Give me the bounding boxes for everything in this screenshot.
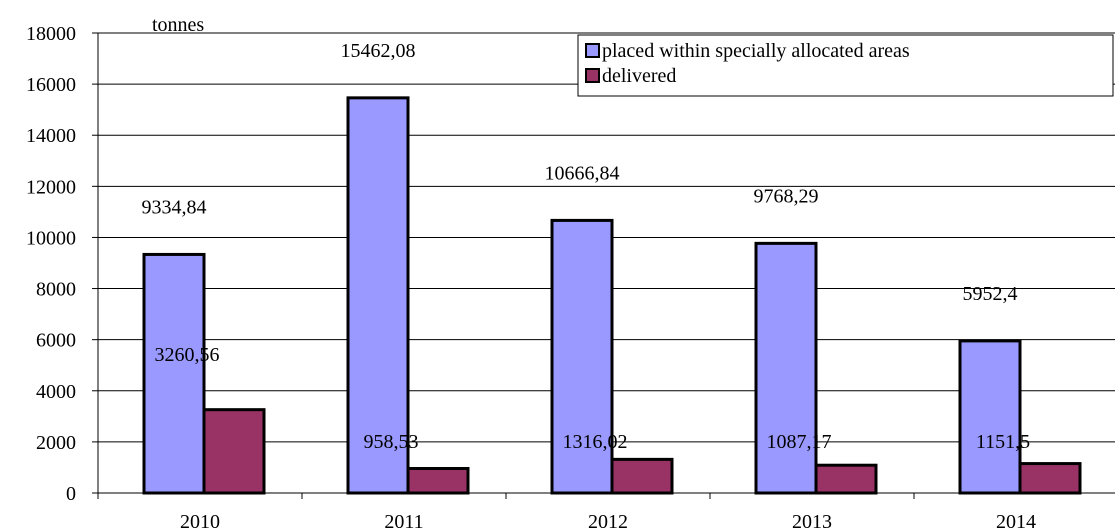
- legend-label: placed within specially allocated areas: [602, 40, 910, 62]
- legend-swatch: [585, 68, 600, 83]
- bar-placed: [346, 96, 410, 495]
- x-tick-label: 2011: [384, 511, 423, 532]
- data-label: 1087,17: [767, 431, 832, 453]
- data-labels: 9334,84 3260,56 15462,08 958,53 10666,84 1316…: [142, 40, 1031, 453]
- data-label: 5952,4: [963, 283, 1018, 305]
- y-tick-label: 0: [66, 483, 76, 505]
- bar-placed: [142, 252, 206, 495]
- y-tick-label: 18000: [26, 23, 76, 45]
- y-tick-label: 6000: [36, 330, 76, 352]
- data-label: 958,53: [364, 431, 419, 453]
- bar-placed: [958, 339, 1022, 495]
- x-tick-label: 2010: [180, 511, 220, 532]
- y-axis-unit-label: tonnes: [152, 14, 204, 36]
- x-tick-label: 2014: [996, 511, 1036, 532]
- data-label: 1316,02: [563, 431, 628, 453]
- x-axis: 2010 2011 2012 2013 2014: [97, 492, 1115, 532]
- legend: placed within specially allocated areas d…: [577, 34, 1114, 97]
- bar-placed: [754, 241, 818, 495]
- legend-label: delivered: [602, 65, 676, 87]
- bar-delivered: [202, 408, 266, 495]
- y-tick-label: 14000: [26, 125, 76, 147]
- x-tick-label: 2012: [588, 511, 628, 532]
- data-label: 10666,84: [545, 162, 620, 184]
- bar-delivered: [610, 457, 674, 495]
- data-label: 3260,56: [155, 344, 220, 366]
- y-tick-label: 16000: [26, 74, 76, 96]
- y-tick-label: 8000: [36, 279, 76, 301]
- bar-delivered: [814, 463, 878, 495]
- y-axis: 0 2000 4000 6000 8000 10000 12000 14000 16000 180…: [26, 23, 99, 505]
- legend-swatch: [585, 43, 600, 58]
- bar-placed: [550, 218, 614, 495]
- y-tick-label: 4000: [36, 381, 76, 403]
- y-tick-label: 12000: [26, 176, 76, 198]
- data-label: 1151,5: [976, 431, 1030, 453]
- y-tick-label: 2000: [36, 432, 76, 454]
- x-tick-label: 2013: [792, 511, 832, 532]
- data-label: 9334,84: [142, 196, 207, 218]
- legend-box: [577, 34, 1114, 97]
- data-label: 9768,29: [754, 185, 819, 207]
- y-tick-label: 10000: [26, 227, 76, 249]
- bar-delivered: [1018, 462, 1082, 495]
- bars: [142, 96, 1082, 495]
- bar-delivered: [406, 467, 470, 495]
- data-label: 15462,08: [341, 40, 416, 62]
